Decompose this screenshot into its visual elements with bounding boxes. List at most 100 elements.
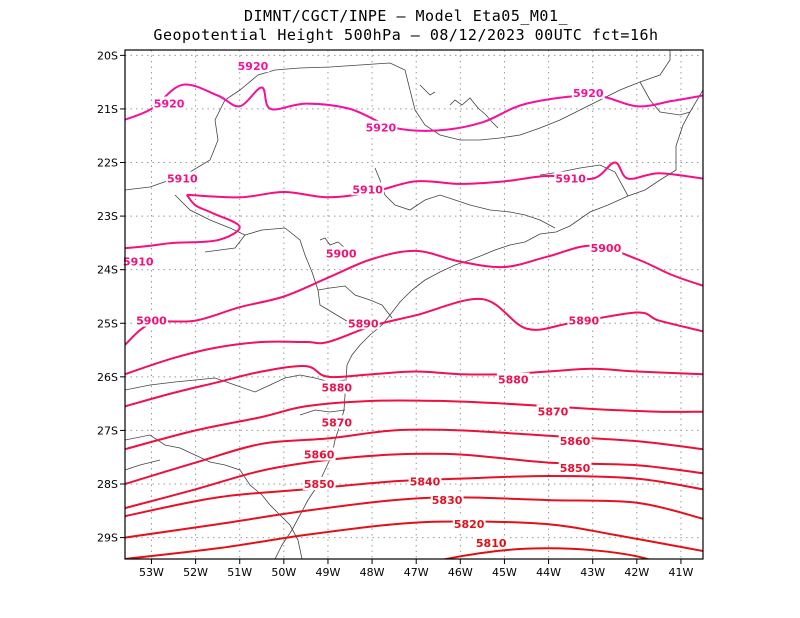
- contour-label: 5850: [560, 462, 591, 475]
- contour-label: 5910: [555, 173, 586, 186]
- lat-tick-label: 21S: [97, 103, 118, 116]
- lon-tick-label: 42W: [624, 566, 649, 579]
- contour-label: 5880: [321, 382, 352, 395]
- contour-5890: [125, 297, 703, 376]
- contour-label: 5910: [123, 256, 154, 269]
- contour-label-bg: [236, 59, 270, 73]
- contour-5810: [441, 547, 651, 559]
- contour-label-bg: [536, 404, 570, 418]
- contour-label-bg: [558, 460, 592, 474]
- contour-label: 5840: [410, 475, 441, 488]
- contour-label-bg: [452, 517, 486, 531]
- contour-label-bg: [121, 254, 155, 268]
- contour-label: 5910: [167, 173, 198, 186]
- contour-label-bg: [554, 171, 588, 185]
- contour-label-bg: [152, 96, 186, 110]
- contour-label: 5810: [476, 537, 507, 550]
- contour-label-bg: [346, 316, 380, 330]
- contour-label-bg: [320, 415, 354, 429]
- contour-5910: [125, 194, 241, 250]
- contour-5920: [125, 83, 703, 132]
- contour-5820: [125, 520, 703, 559]
- contour-label: 5900: [136, 315, 167, 328]
- lon-tick-label: 51W: [227, 566, 252, 579]
- lat-tick-label: 22S: [97, 157, 118, 170]
- lon-tick-label: 53W: [139, 566, 164, 579]
- contour-5850: [125, 452, 703, 510]
- river: [449, 97, 499, 129]
- lat-tick-label: 24S: [97, 264, 118, 277]
- state-border: [125, 62, 521, 191]
- contour-label-bg: [135, 313, 168, 327]
- lat-tick-label: 23S: [97, 210, 118, 223]
- contour-label-bg: [571, 85, 605, 99]
- contour-label-bg: [558, 434, 592, 448]
- contour-label-bg: [364, 120, 398, 134]
- contour-label: 5890: [569, 315, 600, 328]
- lat-tick-label: 25S: [97, 317, 118, 330]
- state-border: [317, 285, 393, 319]
- title-line-2: Geopotential Height 500hPa – 08/12/2023 …: [153, 26, 659, 44]
- contour-label: 5910: [352, 183, 383, 196]
- contour-label-bg: [408, 474, 442, 488]
- state-border: [125, 459, 161, 471]
- lat-tick-label: 26S: [97, 371, 118, 384]
- state-border: [299, 409, 346, 416]
- contour-5830: [125, 496, 703, 539]
- lon-tick-label: 50W: [271, 566, 296, 579]
- contour-label: 5920: [366, 122, 397, 135]
- contour-label: 5900: [591, 242, 622, 255]
- contour-lines: [125, 83, 703, 559]
- contour-label-bg: [302, 447, 336, 461]
- coastline: [274, 89, 703, 559]
- contour-5880: [125, 364, 703, 408]
- contour-label-bg: [496, 372, 530, 386]
- axis-ticks: 53W 52W 51W 50W 49W 48W 47W 46W 45W 44W 43W 42W 41W 2…: [97, 49, 693, 579]
- contour-label-bg: [351, 182, 385, 196]
- lon-tick-label: 43W: [580, 566, 605, 579]
- contour-label-bg: [320, 380, 354, 394]
- contour-label: 5920: [238, 60, 269, 73]
- contour-5860: [125, 428, 703, 485]
- contour-label: 5920: [154, 98, 185, 111]
- contour-5910: [186, 161, 703, 199]
- state-border: [244, 227, 376, 329]
- lon-tick-label: 49W: [316, 566, 341, 579]
- lon-tick-label: 52W: [183, 566, 208, 579]
- contour-label: 5890: [348, 317, 379, 330]
- contour-label: 5920: [573, 87, 604, 100]
- lon-tick-label: 48W: [360, 566, 385, 579]
- lat-tick-label: 20S: [97, 49, 118, 62]
- contour-5870: [125, 399, 703, 451]
- contour-label-bg: [567, 313, 601, 327]
- state-border: [639, 81, 691, 116]
- plot-frame: [124, 49, 704, 560]
- contour-label: 5870: [538, 406, 569, 419]
- contour-label: 5850: [304, 478, 335, 491]
- river: [419, 84, 436, 96]
- lon-tick-label: 41W: [669, 566, 694, 579]
- lon-tick-label: 47W: [404, 566, 429, 579]
- lat-tick-label: 28S: [97, 478, 118, 491]
- contour-label: 5860: [560, 435, 591, 448]
- lat-tick-label: 29S: [97, 532, 118, 545]
- state-border: [374, 167, 556, 229]
- contour-label-bg: [324, 246, 358, 260]
- lon-tick-label: 45W: [492, 566, 517, 579]
- contour-label-bg: [430, 493, 464, 507]
- contour-label: 5870: [321, 416, 352, 429]
- contour-label: 5820: [454, 518, 485, 531]
- grid-lines: [125, 50, 703, 559]
- contour-label-bg: [302, 476, 336, 490]
- river: [319, 237, 346, 249]
- lat-tick-label: 27S: [97, 424, 118, 437]
- title-line-1: DIMNT/CGCT/INPE – Model Eta05_M01_: [243, 7, 569, 25]
- contour-label-bg: [589, 241, 623, 255]
- state-border: [125, 434, 303, 559]
- contour-5900: [125, 244, 703, 346]
- state-border: [125, 374, 346, 393]
- contour-label: 5860: [304, 449, 335, 462]
- contour-labels: 5810 5820 5830 5840 5850 5850 5860 5860 5870 5870…: [121, 59, 623, 550]
- contour-label: 5900: [326, 248, 357, 261]
